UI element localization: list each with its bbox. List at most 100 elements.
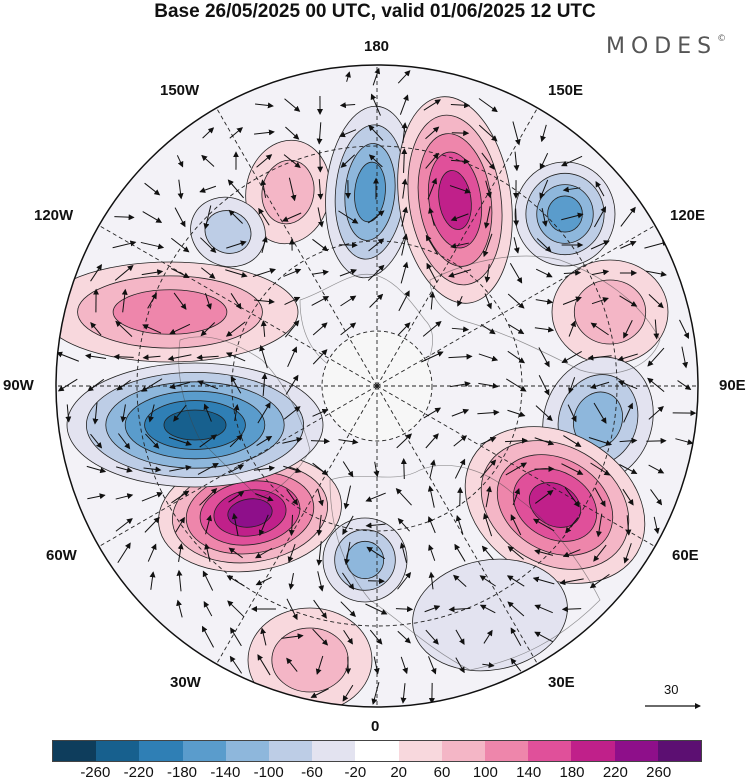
wind-vector <box>87 493 106 500</box>
wind-vector <box>169 323 191 335</box>
colorbar-tick-label: -140 <box>210 764 241 781</box>
wind-vector <box>142 354 161 361</box>
wind-vector <box>113 353 134 360</box>
wind-vector <box>505 437 528 444</box>
lon-label-30w: 30W <box>170 674 201 691</box>
wind-vector <box>562 549 581 558</box>
wind-vector <box>427 177 438 200</box>
meridian-line <box>376 385 656 547</box>
wind-vector <box>455 657 465 674</box>
lon-label-90e: 90E <box>719 377 746 394</box>
wind-vector <box>169 381 191 390</box>
wind-vector <box>257 402 271 424</box>
wind-vector <box>312 462 329 476</box>
wind-vector <box>283 406 301 420</box>
wind-vector <box>396 433 413 449</box>
wind-vector <box>226 575 245 587</box>
wind-vector <box>145 433 160 449</box>
wind-vector <box>368 238 385 252</box>
wind-vector <box>451 158 470 165</box>
wind-vector <box>539 179 549 200</box>
wind-vector <box>345 71 351 82</box>
wind-vector <box>287 543 296 563</box>
wind-vector <box>115 518 133 532</box>
wind-vector <box>425 126 440 140</box>
meridian-line <box>376 385 538 665</box>
wind-vector <box>255 576 272 586</box>
wind-vector <box>397 630 411 644</box>
wind-vector <box>450 102 471 109</box>
wind-vector <box>365 522 386 529</box>
wind-vector <box>282 436 303 444</box>
wind-vector <box>588 436 613 446</box>
wind-vector <box>596 513 603 538</box>
wind-vector <box>620 240 637 249</box>
wind-vector <box>429 459 436 478</box>
wind-vector <box>451 326 470 333</box>
wind-vector <box>397 70 411 84</box>
wind-vector <box>284 296 301 306</box>
wind-vector <box>480 323 496 335</box>
wind-vector <box>625 515 632 536</box>
wind-vector <box>283 465 302 474</box>
colorbar-segment <box>269 741 313 761</box>
wind-vector <box>369 629 383 645</box>
wind-vector <box>57 378 78 392</box>
anomaly-high <box>56 261 299 363</box>
wind-vector <box>144 182 161 196</box>
wind-vector <box>563 435 582 447</box>
wind-vector <box>368 124 384 141</box>
anomaly-contour <box>163 409 227 441</box>
wind-vector <box>286 598 298 621</box>
wind-vector <box>343 541 351 566</box>
wind-vector <box>397 322 411 336</box>
wind-vector <box>230 375 242 394</box>
wind-vector <box>534 489 554 504</box>
wind-vector <box>225 352 246 362</box>
brand-logo: MODES© <box>606 34 726 59</box>
wind-vector <box>507 293 525 309</box>
wind-vector <box>484 264 491 283</box>
wind-vector <box>400 458 407 479</box>
anomaly-contour <box>573 279 647 345</box>
wind-vector <box>317 179 324 200</box>
wind-vector <box>505 462 528 476</box>
wind-vector <box>311 296 330 306</box>
wind-vector <box>589 381 610 390</box>
wind-vector <box>177 179 184 200</box>
wind-vector <box>114 214 135 221</box>
wind-vector <box>482 233 493 258</box>
wind-vector <box>565 517 579 534</box>
wind-vector <box>454 543 466 562</box>
landmass-outline <box>329 465 601 671</box>
wind-vector <box>401 122 408 143</box>
wind-vector <box>226 240 247 249</box>
wind-vector <box>482 662 495 669</box>
wind-vector <box>121 288 128 313</box>
wind-vector <box>255 547 273 559</box>
wind-vector <box>448 606 471 613</box>
wind-vector <box>510 658 522 672</box>
latitude-circle <box>136 145 618 627</box>
anomaly-contour <box>438 170 472 230</box>
colorbar-tick-label: 260 <box>646 764 672 781</box>
colorbar-tick-label: -180 <box>166 764 198 781</box>
colorbar-tick-label: 60 <box>433 764 451 781</box>
wind-vector <box>203 403 212 422</box>
wind-vector <box>481 152 495 170</box>
wind-vector <box>619 295 638 307</box>
colorbar-tick-label: 220 <box>602 764 628 781</box>
wind-vector <box>149 571 156 590</box>
wind-vector <box>283 154 301 168</box>
wind-vector <box>317 207 324 228</box>
wind-vector <box>372 67 381 86</box>
anomaly-low <box>412 558 568 672</box>
wind-vector <box>227 179 245 199</box>
wind-vectors <box>56 67 697 705</box>
colorbar-tick-label: 180 <box>559 764 585 781</box>
wind-vector <box>480 459 497 479</box>
wind-vector <box>199 488 218 506</box>
wind-vector <box>427 485 435 508</box>
colorbar-segment <box>398 741 442 761</box>
wind-vector <box>85 353 107 360</box>
